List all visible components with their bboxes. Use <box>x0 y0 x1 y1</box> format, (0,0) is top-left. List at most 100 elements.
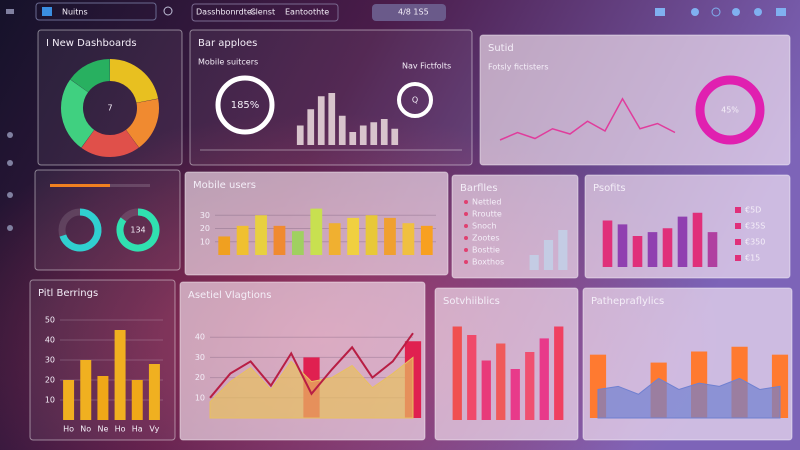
ring <box>397 82 433 118</box>
tab[interactable]: Clenst <box>250 8 275 17</box>
bar <box>525 352 535 420</box>
list-item: Snoch <box>472 222 497 231</box>
search-text: Nuitns <box>62 8 88 17</box>
search-box[interactable] <box>35 2 157 21</box>
bar <box>365 215 378 255</box>
bar <box>349 132 357 145</box>
bar <box>496 343 506 420</box>
panel-subtitle: Mobile suitcers <box>198 58 258 67</box>
bar <box>602 220 613 267</box>
x-tick-label: Ho <box>63 425 74 434</box>
bar <box>384 217 396 255</box>
logo-icon <box>42 7 52 16</box>
tab-group <box>191 3 339 22</box>
panel <box>479 34 791 166</box>
icon[interactable] <box>776 8 786 16</box>
bar <box>131 380 143 420</box>
bar <box>662 228 673 267</box>
bar <box>481 360 491 420</box>
list-bullet <box>464 248 468 252</box>
bar <box>359 125 367 145</box>
ring <box>215 75 275 135</box>
legend-swatch <box>735 207 741 213</box>
list-bullet <box>464 260 468 264</box>
y-tick-label: 30 <box>195 353 205 362</box>
toolbar-icons <box>655 7 786 17</box>
panel-title: Pathepraflylics <box>591 296 664 307</box>
icon[interactable] <box>691 8 699 16</box>
list-bullet <box>464 212 468 216</box>
bar <box>539 338 549 420</box>
y-tick-label: 50 <box>45 316 55 325</box>
bar <box>338 115 346 145</box>
progress-bar <box>50 184 110 187</box>
bar <box>370 122 378 145</box>
panel-title: Pitl Berrings <box>38 288 98 299</box>
icon[interactable] <box>7 160 13 166</box>
list-bullet <box>464 236 468 240</box>
list-bullet <box>464 224 468 228</box>
gauge-label: 134 <box>130 226 145 235</box>
side-label: €15 <box>745 254 760 263</box>
tab[interactable]: Dasshbonrdtes <box>196 8 256 17</box>
bar <box>380 119 388 145</box>
icon[interactable] <box>711 7 721 17</box>
search-icon[interactable] <box>163 6 173 16</box>
tab[interactable]: Eantoothte <box>285 8 329 17</box>
bar <box>328 93 336 145</box>
bar <box>707 232 718 267</box>
line-series <box>499 97 676 141</box>
panel-title: Asetiel Vlagtions <box>188 290 271 301</box>
field[interactable] <box>372 4 446 21</box>
ring-label: Q <box>412 96 418 105</box>
list-bullet <box>464 200 468 204</box>
bar <box>402 223 415 255</box>
x-tick-label: Ha <box>132 425 143 434</box>
bar <box>420 225 433 255</box>
panel-subtitle: Fotsly fictisters <box>488 63 549 72</box>
y-tick-label: 10 <box>200 237 210 246</box>
icon[interactable] <box>6 9 14 14</box>
bar <box>310 208 323 255</box>
bar <box>80 360 92 420</box>
side-label: €35S <box>745 222 765 231</box>
y-tick-label: 20 <box>200 224 210 233</box>
bar <box>467 335 477 420</box>
toolbar: Nuitns Dasshbonrdtes Clenst Eantoothte 4… <box>6 2 786 231</box>
bar <box>510 369 520 420</box>
icon[interactable] <box>754 8 762 16</box>
side-label: €5D <box>745 206 761 215</box>
panel-title: Sotvhiiblics <box>443 296 500 307</box>
bar <box>236 225 249 255</box>
line-series <box>209 332 414 399</box>
bar <box>647 232 658 267</box>
icon[interactable] <box>7 192 13 198</box>
y-tick-label: 10 <box>195 393 205 402</box>
bar <box>273 225 286 255</box>
donut-segment <box>125 98 159 148</box>
donut-segment <box>81 129 139 157</box>
icon[interactable] <box>732 8 740 16</box>
bar <box>296 125 304 145</box>
area-series <box>597 377 781 419</box>
icon[interactable] <box>7 132 13 138</box>
list-item: Nettled <box>472 198 501 207</box>
bar <box>617 224 628 267</box>
icon[interactable] <box>7 225 13 231</box>
list-item: Bosttie <box>472 246 500 255</box>
y-tick-label: 20 <box>45 376 55 385</box>
area-series <box>209 356 414 419</box>
list-item: Rroutte <box>472 210 502 219</box>
panel-title: I New Dashboards <box>46 38 137 49</box>
list-item: Boxthos <box>472 258 504 267</box>
bar <box>255 215 267 255</box>
field-text: 4/8 1S5 <box>398 8 429 17</box>
bar <box>114 330 126 420</box>
sidebar-icons <box>6 9 14 231</box>
bar <box>391 128 399 145</box>
icon[interactable] <box>655 8 665 16</box>
bar <box>307 109 315 145</box>
bar <box>63 380 75 420</box>
donut-segment <box>61 79 95 148</box>
